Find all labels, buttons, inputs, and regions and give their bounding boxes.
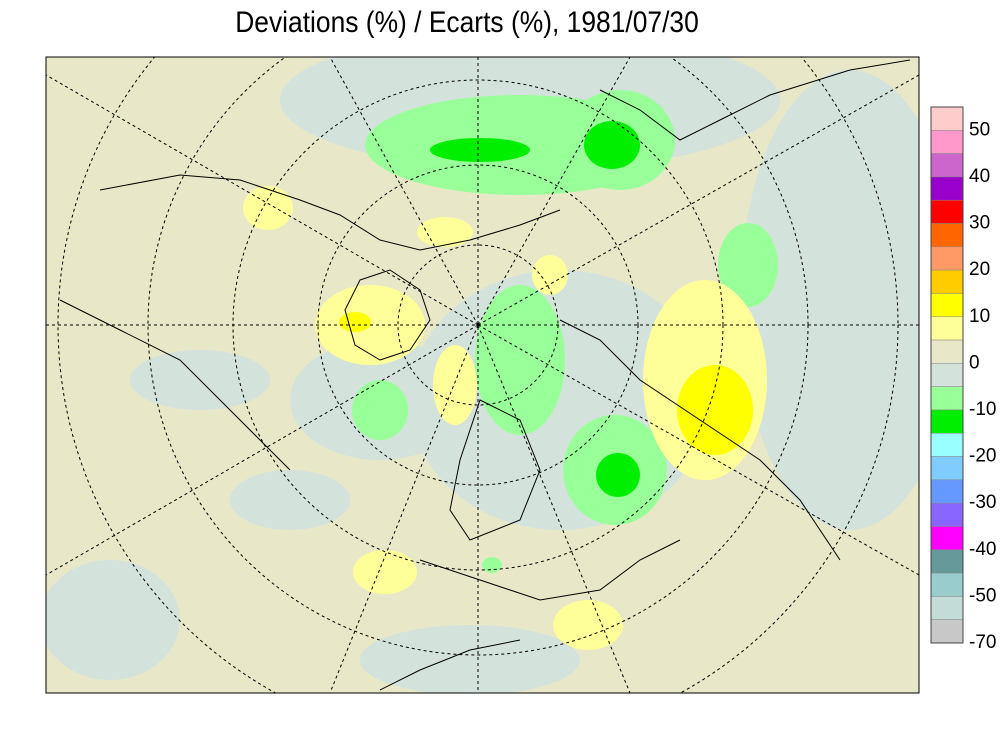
strong-negative-areas xyxy=(430,121,640,497)
legend-label: 0 xyxy=(969,352,980,373)
legend-swatch xyxy=(930,386,964,411)
legend-swatch xyxy=(930,363,964,387)
legend-swatch xyxy=(930,502,964,527)
legend-swatch xyxy=(930,269,964,294)
legend-swatch xyxy=(930,130,964,154)
legend-swatch xyxy=(930,153,964,178)
legend-label: -50 xyxy=(969,585,996,606)
legend-swatch xyxy=(930,293,964,317)
legend-label: -10 xyxy=(969,399,996,420)
legend-swatch xyxy=(930,596,964,620)
legend-swatch xyxy=(930,619,964,644)
legend-swatch xyxy=(930,456,964,481)
legend-swatch xyxy=(930,199,964,224)
legend-swatch xyxy=(930,223,964,248)
legend-swatch xyxy=(930,339,964,364)
legend-swatch xyxy=(930,433,964,457)
color-legend: 50 40 30 20 10 0 -10 -20 -30 -40 -50 -70 xyxy=(930,106,996,653)
coastlines xyxy=(59,59,911,691)
legend-swatch xyxy=(930,176,964,201)
legend-label: 10 xyxy=(969,306,990,327)
legend-label: 30 xyxy=(969,213,990,234)
legend-label: 40 xyxy=(969,166,990,187)
legend-label: -40 xyxy=(969,539,996,560)
legend-swatch xyxy=(930,479,964,504)
graticule xyxy=(46,57,919,693)
legend-swatch xyxy=(930,549,964,574)
legend-swatch xyxy=(930,106,964,131)
legend-label: -70 xyxy=(969,632,996,653)
map-title: Deviations (%) / Ecarts (%), 1981/07/30 xyxy=(235,4,699,38)
map-frame xyxy=(45,56,920,694)
legend-label: -30 xyxy=(969,492,996,513)
legend-label: -20 xyxy=(969,446,996,467)
legend-border xyxy=(930,106,964,644)
legend-swatch xyxy=(930,526,964,551)
legend-swatch xyxy=(930,246,964,271)
legend-swatch xyxy=(930,316,964,341)
legend-label: 20 xyxy=(969,259,990,280)
map-area xyxy=(46,57,919,693)
legend-label: 50 xyxy=(969,119,990,140)
legend-swatch xyxy=(930,572,964,597)
legend-swatch xyxy=(930,409,964,434)
